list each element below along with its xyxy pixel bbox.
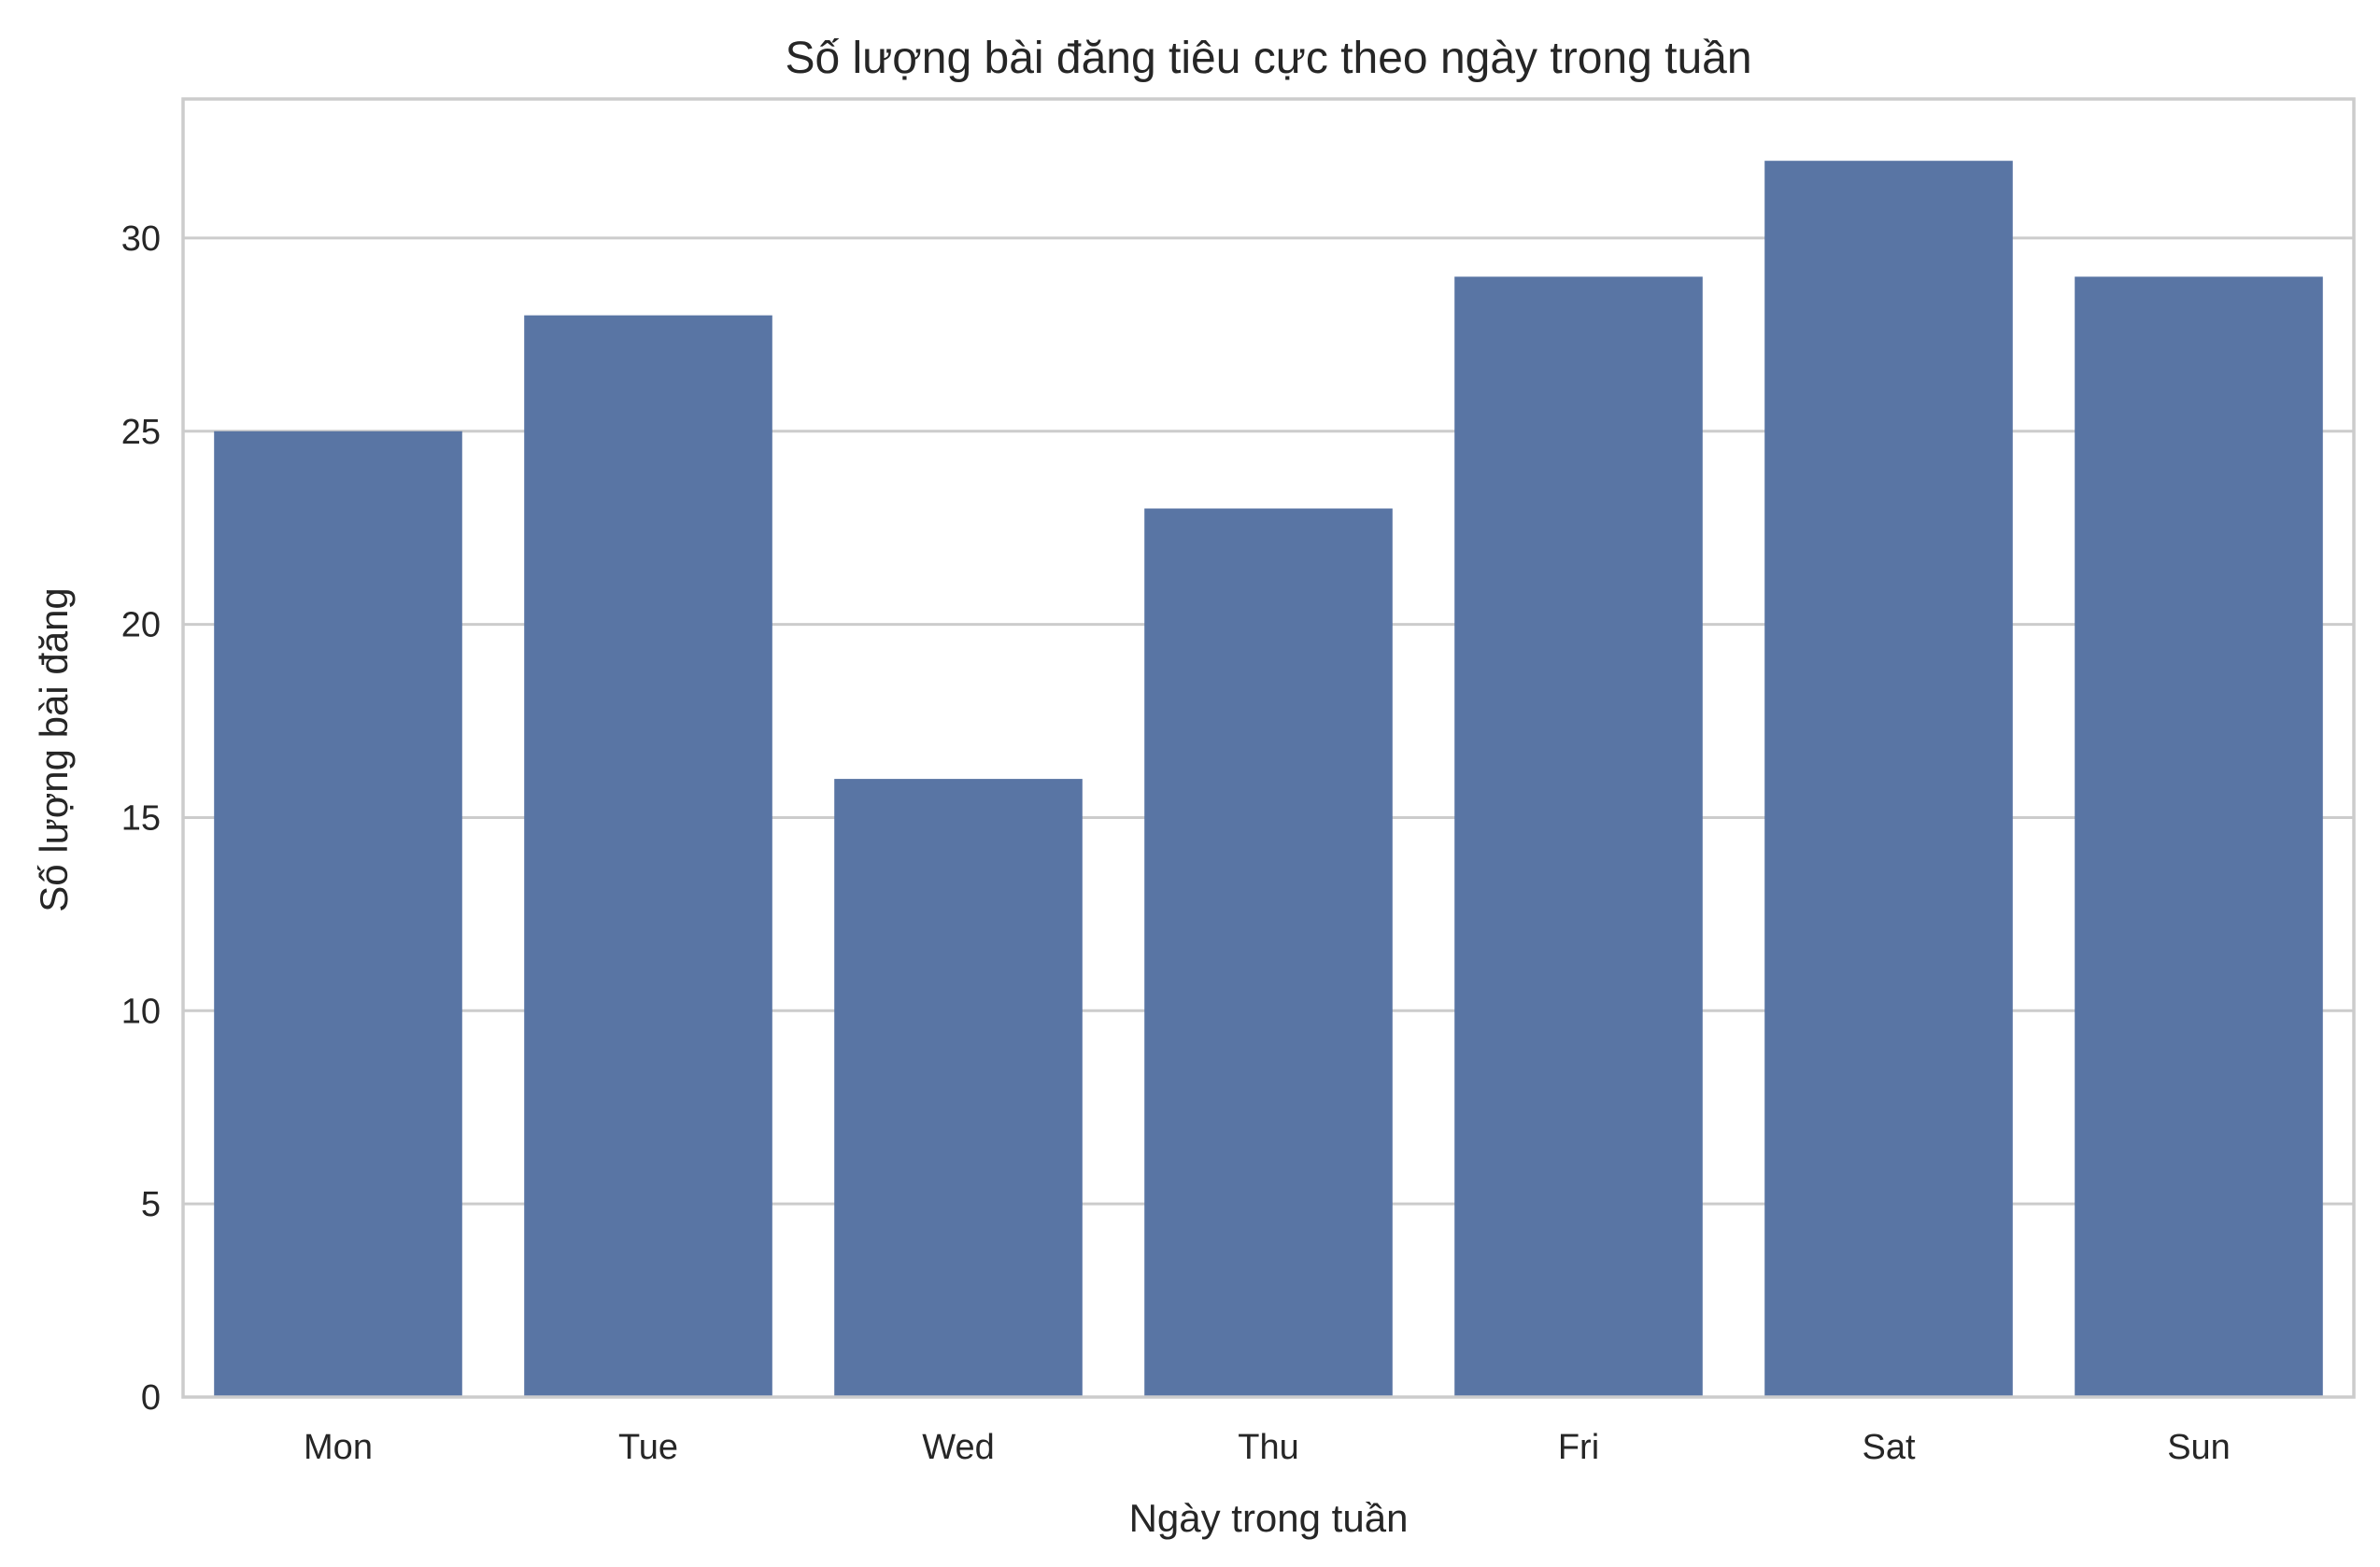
x-tick-label: Wed xyxy=(922,1428,994,1467)
bar-fri xyxy=(1454,276,1703,1397)
bar-thu xyxy=(1144,508,1393,1397)
y-tick-label: 5 xyxy=(141,1185,161,1224)
plot-frame xyxy=(181,97,2356,1399)
x-tick-label: Tue xyxy=(618,1428,678,1467)
chart-title: Số lượng bài đăng tiêu cực theo ngày tro… xyxy=(785,34,1751,83)
bar-mon xyxy=(214,431,462,1397)
y-tick-label: 0 xyxy=(141,1378,161,1418)
y-tick-label: 15 xyxy=(121,798,161,838)
x-tick-label: Sun xyxy=(2167,1428,2231,1467)
x-axis-label: Ngày trong tuần xyxy=(1129,1496,1409,1540)
y-axis-ticks: 0 5 10 15 20 25 30 xyxy=(121,219,161,1418)
bar-sat xyxy=(1764,161,2013,1398)
x-tick-label: Fri xyxy=(1558,1428,1599,1467)
y-tick-label: 10 xyxy=(121,992,161,1031)
bar-sun xyxy=(2075,276,2323,1397)
x-axis-ticks: Mon Tue Wed Thu Fri Sat Sun xyxy=(304,1428,2231,1467)
y-axis-label: Số lượng bài đăng xyxy=(32,587,76,912)
y-tick-label: 25 xyxy=(121,413,161,452)
bar-wed xyxy=(834,779,1083,1397)
x-tick-label: Mon xyxy=(304,1428,373,1467)
bar-tue xyxy=(524,315,772,1398)
x-tick-label: Sat xyxy=(1862,1428,1915,1467)
x-tick-label: Thu xyxy=(1238,1428,1298,1467)
y-tick-label: 30 xyxy=(121,219,161,259)
y-tick-label: 20 xyxy=(121,606,161,645)
bars xyxy=(214,161,2323,1398)
